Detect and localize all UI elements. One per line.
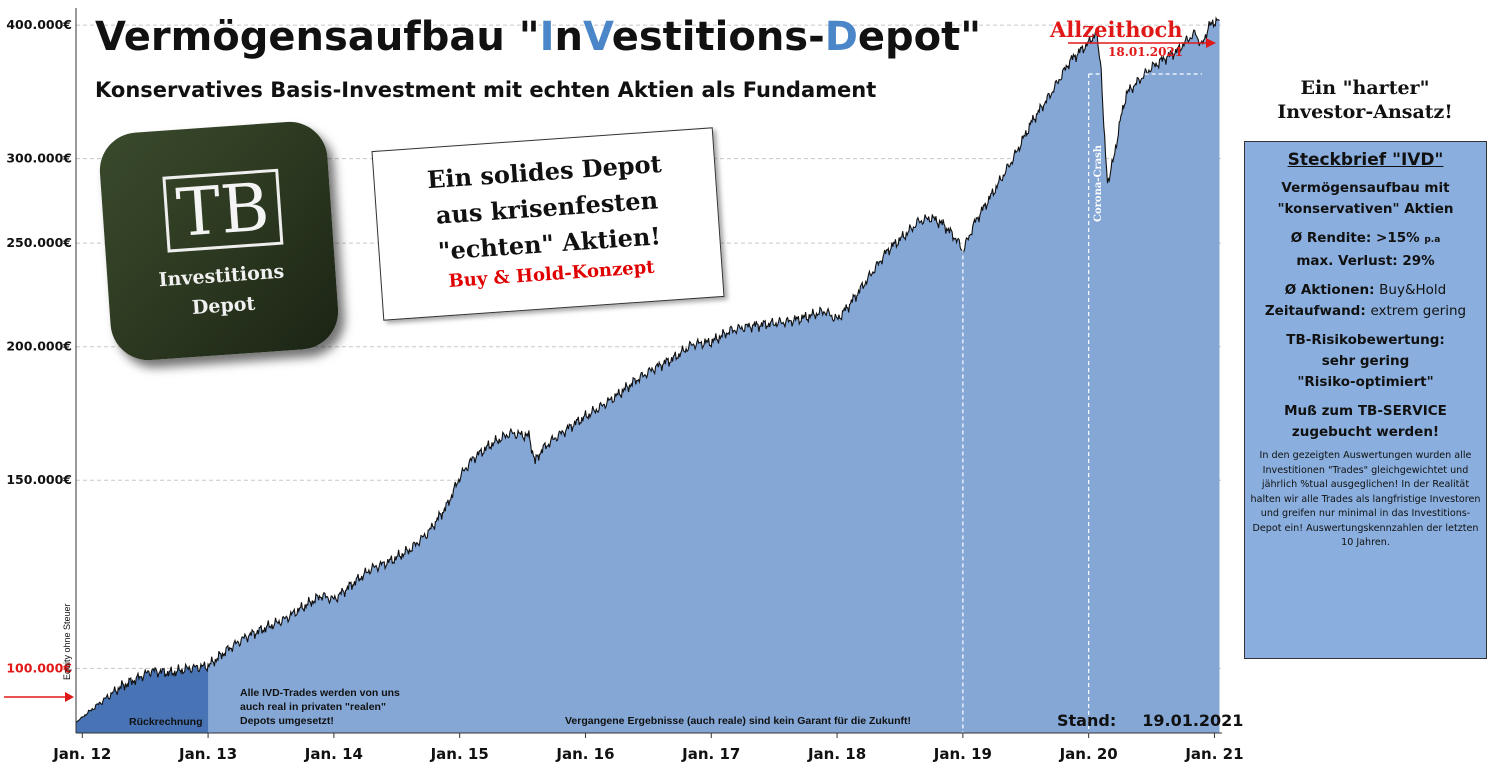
y-tick-label: 200.000€ <box>6 339 72 354</box>
y-axis-label: Equity ohne Steuer <box>62 603 72 680</box>
risk-line: "Risiko-optimiert" <box>1297 374 1434 390</box>
rendite-label: Ø Rendite: <box>1290 230 1372 246</box>
rendite-value: >15% <box>1376 230 1420 246</box>
steckbrief-line: "konservativen" Aktien <box>1277 201 1454 217</box>
x-tick-label: Jan. 14 <box>304 745 363 763</box>
aktionen-line: Ø Aktionen: Buy&Hold <box>1245 280 1486 301</box>
steckbrief-heading: Steckbrief "IVD" <box>1287 150 1444 170</box>
equity-line-layer <box>75 16 1220 733</box>
aktionen-label: Ø Aktionen: <box>1284 282 1375 298</box>
equity-line <box>75 16 1220 723</box>
rendite-unit: p.a <box>1424 235 1441 245</box>
x-tick-label: Jan. 20 <box>1059 745 1118 763</box>
risk-line: sehr gering <box>1321 353 1410 369</box>
x-tick-label: Jan. 13 <box>178 745 237 763</box>
rendite-line: Ø Rendite: >15% p.a <box>1245 228 1486 251</box>
title-highlight: V <box>582 14 612 60</box>
x-tick-label: Jan. 12 <box>52 745 111 763</box>
x-tick-label: Jan. 18 <box>807 745 866 763</box>
title-highlight: D <box>824 14 858 60</box>
logo-line2: Depot <box>191 292 256 320</box>
tick-labels: 100.000€ 150.000€ 200.000€ 250.000€ 300.000€… <box>6 17 1243 763</box>
tb-logo: TB Investitions Depot <box>97 119 341 363</box>
risk-line: TB-Risikobewertung: <box>1286 332 1445 348</box>
title-part: estitions- <box>611 14 825 60</box>
steckbrief-box: Steckbrief "IVD" Vermögensaufbau mit "ko… <box>1244 141 1487 659</box>
zeit-label: Zeitaufwand: <box>1264 303 1366 319</box>
service-line: Muß zum TB-SERVICE <box>1284 403 1447 419</box>
title-part: epot" <box>857 14 982 60</box>
steckbrief-footnote: In den gezeigten Auswertungen wurden all… <box>1250 450 1481 548</box>
start-arrow-head <box>65 692 74 702</box>
zeit-line: Zeitaufwand: extrem gering <box>1245 301 1486 322</box>
y-tick-label: 400.000€ <box>6 17 72 32</box>
service-line: zugebucht werden! <box>1291 424 1440 440</box>
ath-arrow-head <box>1206 38 1216 48</box>
y-tick-label: 150.000€ <box>6 472 72 487</box>
title-highlight: I <box>539 14 555 60</box>
promo-box: Ein solides Depot aus krisenfesten "echt… <box>371 127 725 321</box>
stand-line: Stand: 19.01.2021 <box>1057 711 1243 730</box>
side-title-line: Investor-Ansatz! <box>1277 101 1453 123</box>
x-tick-label: Jan. 16 <box>555 745 614 763</box>
axes <box>75 8 1222 738</box>
rueckrechnung-label: Rückrechnung <box>129 716 203 728</box>
note-line: Depots umgesetzt! <box>240 715 334 727</box>
ath-date: 18.01.2021 <box>1108 45 1184 59</box>
stand-label: Stand: <box>1057 711 1117 730</box>
side-title-line: Ein "harter" <box>1300 77 1430 99</box>
all-trades-note: Alle IVD-Trades werden von uns auch real… <box>240 686 400 728</box>
disclaimer: Vergangene Ergebnisse (auch reale) sind … <box>565 715 911 727</box>
title-part: n <box>554 14 583 60</box>
verlust-line: max. Verlust: 29% <box>1296 253 1435 269</box>
corona-crash-label: Corona-Crash <box>1093 144 1104 222</box>
x-tick-label: Jan. 15 <box>430 745 489 763</box>
side-title: Ein "harter" Investor-Ansatz! <box>1245 76 1485 124</box>
note-line: auch real in privaten "realen" <box>240 701 386 713</box>
steckbrief-line: Vermögensaufbau mit <box>1281 180 1450 196</box>
stand-date: 19.01.2021 <box>1142 711 1244 730</box>
y-tick-label: 250.000€ <box>6 235 72 250</box>
title-part: Vermögensaufbau " <box>95 14 540 60</box>
aktionen-value: Buy&Hold <box>1379 282 1447 298</box>
ath-label: Allzeithoch <box>1050 17 1183 42</box>
note-line: Alle IVD-Trades werden von uns <box>240 687 400 699</box>
y-tick-label: 100.000€ <box>6 660 72 675</box>
page-subtitle: Konservatives Basis-Investment mit echte… <box>95 78 877 102</box>
x-tick-label: Jan. 21 <box>1184 745 1243 763</box>
x-tick-label: Jan. 19 <box>933 745 992 763</box>
page-title: Vermögensaufbau "InVestitions-Depot" <box>95 14 981 60</box>
logo-letters: TB <box>174 168 272 252</box>
x-tick-label: Jan. 17 <box>681 745 740 763</box>
backcalc-area <box>76 661 209 733</box>
zeit-value: extrem gering <box>1370 303 1467 319</box>
y-tick-label: 300.000€ <box>6 151 72 166</box>
